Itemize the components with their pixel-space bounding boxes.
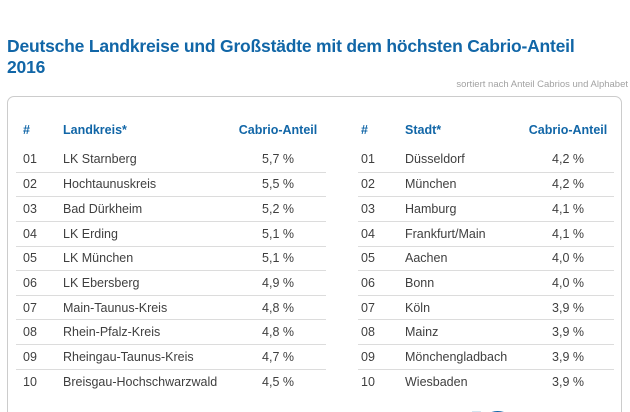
name-cell: Mönchengladbach (405, 349, 508, 364)
table-row: 07 Main-Taunus-Kreis 4,8 % (16, 294, 326, 320)
rank-cell: 08 (361, 325, 375, 340)
rank-cell: 01 (361, 152, 375, 167)
rank-cell: 04 (23, 226, 37, 241)
value-cell: 5,1 % (262, 226, 294, 241)
rank-cell: 03 (361, 202, 375, 217)
table-row: 09 Mönchengladbach 3,9 % (358, 344, 614, 369)
value-cell: 5,5 % (262, 177, 294, 192)
table-row: 09 Rheingau-Taunus-Kreis 4,7 % (16, 344, 326, 369)
table-card: # Landkreis* Cabrio-Anteil 01 LK Starnberg 5… (7, 96, 622, 412)
table-header-row: # Landkreis* Cabrio-Anteil (16, 113, 326, 147)
name-cell: Köln (405, 300, 431, 315)
table-row: 03 Bad Dürkheim 5,2 % (16, 196, 326, 221)
value-cell: 3,9 % (552, 300, 584, 315)
rank-cell: 01 (23, 152, 37, 167)
table-row: 03 Hamburg 4,1 % (358, 196, 614, 221)
name-cell: Hamburg (405, 202, 457, 217)
name-cell: Düsseldorf (405, 152, 465, 167)
name-cell: LK Starnberg (63, 152, 137, 167)
table-row: 10 Wiesbaden 3,9 % (358, 368, 614, 394)
bottom-logo-icon (452, 402, 512, 412)
table-body: 01 LK Starnberg 5,7 % 02 Hochtaunuskreis 5,5 … (16, 147, 326, 393)
table-body: 01 Düsseldorf 4,2 % 02 München 4,2 % 03 Hamburg… (358, 147, 614, 393)
rank-cell: 04 (361, 226, 375, 241)
value-cell: 4,0 % (552, 276, 584, 291)
name-cell: LK Erding (63, 226, 118, 241)
value-cell: 4,9 % (262, 276, 294, 291)
rank-cell: 05 (23, 251, 37, 266)
value-cell: 4,1 % (552, 226, 584, 241)
value-cell: 4,1 % (552, 202, 584, 217)
name-cell: Frankfurt/Main (405, 226, 486, 241)
name-cell: Aachen (405, 251, 448, 266)
table-row: 08 Mainz 3,9 % (358, 319, 614, 344)
name-cell: LK Ebersberg (63, 276, 140, 291)
column-header: # (23, 123, 30, 137)
table-row: 05 Aachen 4,0 % (358, 245, 614, 271)
column-header: Landkreis* (63, 123, 127, 137)
column-header: # (361, 123, 368, 137)
value-cell: 5,7 % (262, 152, 294, 167)
rank-cell: 05 (361, 251, 375, 266)
table-row: 01 Düsseldorf 4,2 % (358, 147, 614, 172)
name-cell: Rheingau-Taunus-Kreis (63, 349, 194, 364)
table-row: 02 Hochtaunuskreis 5,5 % (16, 171, 326, 197)
rank-cell: 08 (23, 325, 37, 340)
rank-cell: 06 (23, 276, 37, 291)
page-title: Deutsche Landkreise und Großstädte mit d… (7, 36, 575, 77)
value-cell: 5,2 % (262, 202, 294, 217)
table-row: 02 München 4,2 % (358, 171, 614, 197)
rank-cell: 02 (361, 177, 375, 192)
table-row: 04 Frankfurt/Main 4,1 % (358, 220, 614, 246)
column-header: Cabrio-Anteil (238, 123, 318, 137)
rank-cell: 02 (23, 177, 37, 192)
table-row: 05 LK München 5,1 % (16, 245, 326, 271)
rank-cell: 07 (23, 300, 37, 315)
value-cell: 5,1 % (262, 251, 294, 266)
table-row: 06 LK Ebersberg 4,9 % (16, 270, 326, 295)
value-cell: 4,8 % (262, 300, 294, 315)
table-row: 01 LK Starnberg 5,7 % (16, 147, 326, 172)
table-landkreise: # Landkreis* Cabrio-Anteil 01 LK Starnberg 5… (16, 113, 326, 393)
name-cell: München (405, 177, 457, 192)
name-cell: Hochtaunuskreis (63, 177, 157, 192)
name-cell: LK München (63, 251, 134, 266)
value-cell: 4,7 % (262, 349, 294, 364)
rank-cell: 09 (23, 349, 37, 364)
table-row: 10 Breisgau-Hochschwarzwald 4,5 % (16, 368, 326, 394)
column-header: Cabrio-Anteil (528, 123, 608, 137)
table-row: 08 Rhein-Pfalz-Kreis 4,8 % (16, 319, 326, 344)
value-cell: 4,2 % (552, 177, 584, 192)
name-cell: Rhein-Pfalz-Kreis (63, 325, 161, 340)
rank-cell: 09 (361, 349, 375, 364)
name-cell: Wiesbaden (405, 374, 468, 389)
value-cell: 3,9 % (552, 325, 584, 340)
name-cell: Breisgau-Hochschwarzwald (63, 374, 218, 389)
name-cell: Mainz (405, 325, 439, 340)
sort-note: sortiert nach Anteil Cabrios und Alphabe… (456, 79, 628, 90)
name-cell: Main-Taunus-Kreis (63, 300, 168, 315)
name-cell: Bonn (405, 276, 435, 291)
table-row: 07 Köln 3,9 % (358, 294, 614, 320)
rank-cell: 07 (361, 300, 375, 315)
table-row: 06 Bonn 4,0 % (358, 270, 614, 295)
value-cell: 3,9 % (552, 349, 584, 364)
value-cell: 4,2 % (552, 152, 584, 167)
rank-cell: 06 (361, 276, 375, 291)
name-cell: Bad Dürkheim (63, 202, 143, 217)
column-header: Stadt* (405, 123, 442, 137)
value-cell: 4,0 % (552, 251, 584, 266)
value-cell: 4,8 % (262, 325, 294, 340)
rank-cell: 10 (361, 374, 375, 389)
rank-cell: 10 (23, 374, 37, 389)
table-staedte: # Stadt* Cabrio-Anteil 01 Düsseldorf 4,2 % 02… (358, 113, 614, 393)
table-header-row: # Stadt* Cabrio-Anteil (358, 113, 614, 147)
rank-cell: 03 (23, 202, 37, 217)
value-cell: 4,5 % (262, 374, 294, 389)
value-cell: 3,9 % (552, 374, 584, 389)
table-row: 04 LK Erding 5,1 % (16, 220, 326, 246)
